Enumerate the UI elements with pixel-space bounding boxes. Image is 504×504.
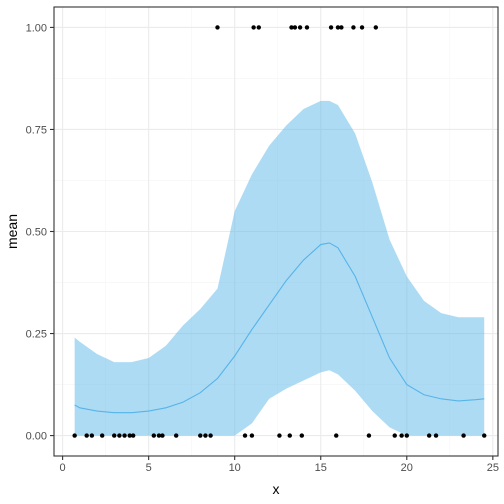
data-point [151,433,157,438]
x-axis-title: x [273,481,280,497]
data-point [89,433,95,438]
data-point [373,25,379,30]
data-point [130,433,136,438]
data-point [482,433,487,438]
data-point [84,433,89,438]
data-point [122,433,127,438]
confidence-ribbon [74,100,485,436]
data-point [160,433,165,438]
y-axis: 0.00 0.25 0.50 0.75 1.00 [26,22,54,443]
data-point [297,25,303,30]
data-point [461,433,466,438]
x-tick-label: 20 [401,462,413,474]
data-point [277,433,282,438]
y-tick-label: 0.25 [26,329,47,341]
x-axis: 0 5 10 15 20 25 [60,456,499,474]
data-point [127,433,132,438]
x-tick-label: 25 [487,462,499,474]
data-point [256,25,261,30]
data-point [299,433,305,438]
data-point [117,433,122,438]
data-point [112,433,117,438]
y-axis-title: mean [4,214,20,249]
data-point [215,25,220,30]
data-point [433,433,439,438]
data-point [351,25,356,30]
data-point [251,25,256,30]
data-point [292,25,298,30]
data-point [72,433,77,438]
data-point [156,433,162,438]
data-point [366,433,372,438]
data-point [242,433,248,438]
data-point [328,25,334,30]
data-point [99,433,105,438]
x-tick-label: 10 [229,462,241,474]
data-point [404,433,409,438]
observation-points [72,25,487,438]
data-point [287,433,292,438]
x-tick-label: 15 [315,462,327,474]
data-point [203,433,208,438]
y-tick-label: 0.75 [26,124,47,136]
data-point [335,25,341,30]
y-tick-label: 0.50 [26,227,47,239]
y-tick-label: 1.00 [26,22,47,34]
x-tick-label: 0 [60,462,66,474]
data-point [359,25,365,30]
data-point [198,433,203,438]
data-point [334,433,339,438]
data-point [426,433,432,438]
data-point [173,433,179,438]
y-tick-label: 0.00 [26,431,47,443]
smooth-mean-line [74,242,485,414]
data-point [392,433,397,438]
data-point [208,433,213,438]
data-point [339,25,344,30]
data-point [304,25,310,30]
data-point [249,433,255,438]
data-point [289,25,294,30]
x-tick-label: 5 [146,462,152,474]
data-point [399,433,404,438]
